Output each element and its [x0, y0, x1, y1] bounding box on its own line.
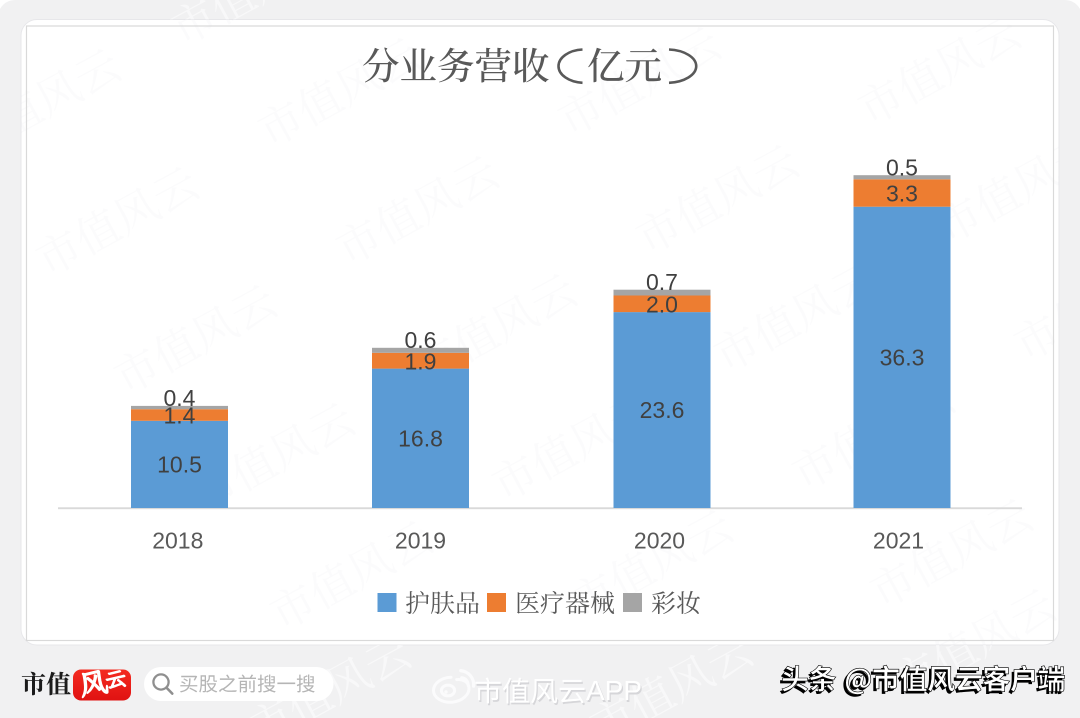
svg-text:2021: 2021 — [873, 528, 924, 554]
svg-text:0.4: 0.4 — [164, 385, 196, 411]
svg-text:1.4: 1.4 — [164, 403, 196, 429]
svg-text:16.8: 16.8 — [398, 425, 443, 451]
svg-text:2.0: 2.0 — [646, 292, 678, 318]
svg-text:2020: 2020 — [634, 528, 685, 554]
svg-text:0.5: 0.5 — [886, 154, 918, 180]
svg-text:23.6: 23.6 — [640, 397, 685, 423]
svg-text:36.3: 36.3 — [880, 344, 925, 370]
svg-text:0.6: 0.6 — [405, 327, 437, 353]
svg-text:2018: 2018 — [152, 528, 203, 554]
svg-text:2019: 2019 — [395, 528, 446, 554]
svg-text:3.3: 3.3 — [886, 181, 918, 207]
svg-text:APP: APP — [586, 675, 642, 706]
svg-text:0.7: 0.7 — [646, 269, 678, 295]
svg-text:APP: APP — [587, 677, 643, 708]
svg-text:1.9: 1.9 — [405, 348, 437, 374]
svg-text:10.5: 10.5 — [157, 451, 202, 477]
